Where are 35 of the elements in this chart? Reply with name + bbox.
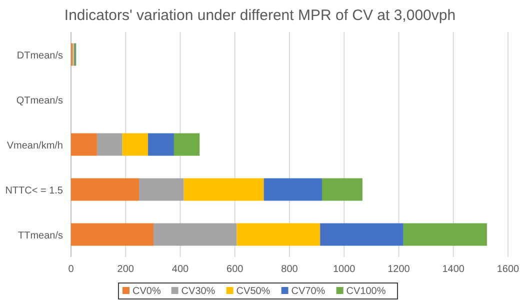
- x-tick-label: 200: [117, 264, 134, 275]
- bar: [174, 133, 200, 156]
- bar: [153, 223, 237, 246]
- legend-label: CV70%: [291, 286, 326, 297]
- y-tick-label: DTmean/s: [16, 50, 63, 62]
- x-tick-label: 1200: [388, 264, 410, 275]
- x-tick-label: 1400: [442, 264, 465, 275]
- x-tick-label: 600: [226, 264, 244, 275]
- bar: [320, 223, 404, 246]
- bar: [403, 223, 487, 246]
- legend-label: CV100%: [346, 286, 386, 297]
- legend-label: CV0%: [132, 286, 161, 297]
- x-tick-label: 400: [172, 264, 190, 275]
- chart-title: Indicators' variation under different MPR of CV at 3,000vph: [64, 7, 456, 24]
- x-tick-label: 0: [68, 264, 74, 275]
- bar: [148, 133, 174, 156]
- bar: [264, 178, 322, 201]
- bar: [71, 223, 154, 246]
- y-tick-label: QTmean/s: [16, 96, 63, 106]
- y-tick-label: NTTC< = 1.5: [5, 186, 64, 196]
- bar: [322, 178, 362, 201]
- x-tick-label: 800: [281, 264, 298, 275]
- bar: [96, 133, 122, 156]
- bar: [236, 223, 320, 246]
- bar: [71, 178, 140, 201]
- bar: [184, 178, 264, 201]
- x-tick-label: 1000: [333, 264, 356, 275]
- y-tick-label: Vmean/km/h: [6, 140, 63, 152]
- y-tick-label: TTmean/s: [18, 230, 63, 242]
- legend-label: CV50%: [236, 286, 270, 297]
- legend-label: CV30%: [181, 286, 216, 297]
- bar: [122, 133, 148, 156]
- bar: [139, 178, 184, 201]
- x-tick-label: 1600: [496, 264, 520, 275]
- bar: [71, 133, 97, 156]
